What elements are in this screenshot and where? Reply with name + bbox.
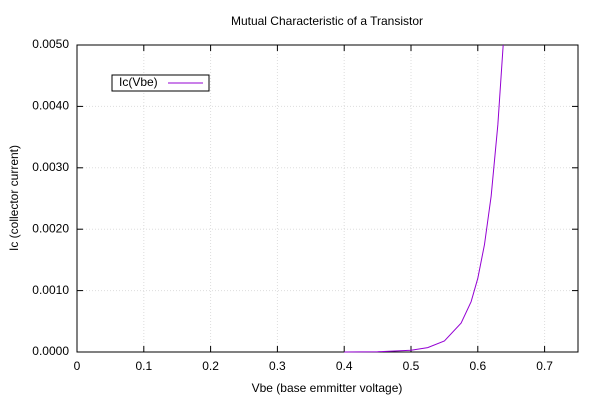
y-tick-label: 0.0040 bbox=[32, 99, 69, 113]
y-tick-label: 0.0010 bbox=[32, 283, 69, 297]
data-line bbox=[344, 44, 504, 353]
y-tick-label: 0.0030 bbox=[32, 160, 69, 174]
x-tick-label: 0.1 bbox=[135, 359, 152, 373]
x-tick-label: 0.7 bbox=[536, 359, 553, 373]
x-axis-label: Vbe (base emmitter voltage) bbox=[252, 381, 403, 395]
x-tick-label: 0.6 bbox=[469, 359, 486, 373]
x-tick-label: 0.5 bbox=[403, 359, 420, 373]
x-tick-label: 0 bbox=[74, 359, 81, 373]
plot-frame bbox=[76, 44, 579, 353]
x-tick-label: 0.2 bbox=[202, 359, 219, 373]
x-tick-label: 0.4 bbox=[336, 359, 353, 373]
y-tick-label: 0.0020 bbox=[32, 221, 69, 235]
legend-box bbox=[111, 74, 210, 92]
y-tick-label: 0.0050 bbox=[32, 37, 69, 51]
y-tick-label: 0.0000 bbox=[32, 344, 69, 358]
chart-title: Mutual Characteristic of a Transistor bbox=[231, 14, 423, 28]
y-axis-label: Ic (collector current) bbox=[7, 145, 21, 251]
legend-label: Ic(Vbe) bbox=[119, 75, 158, 89]
x-tick-label: 0.3 bbox=[269, 359, 286, 373]
